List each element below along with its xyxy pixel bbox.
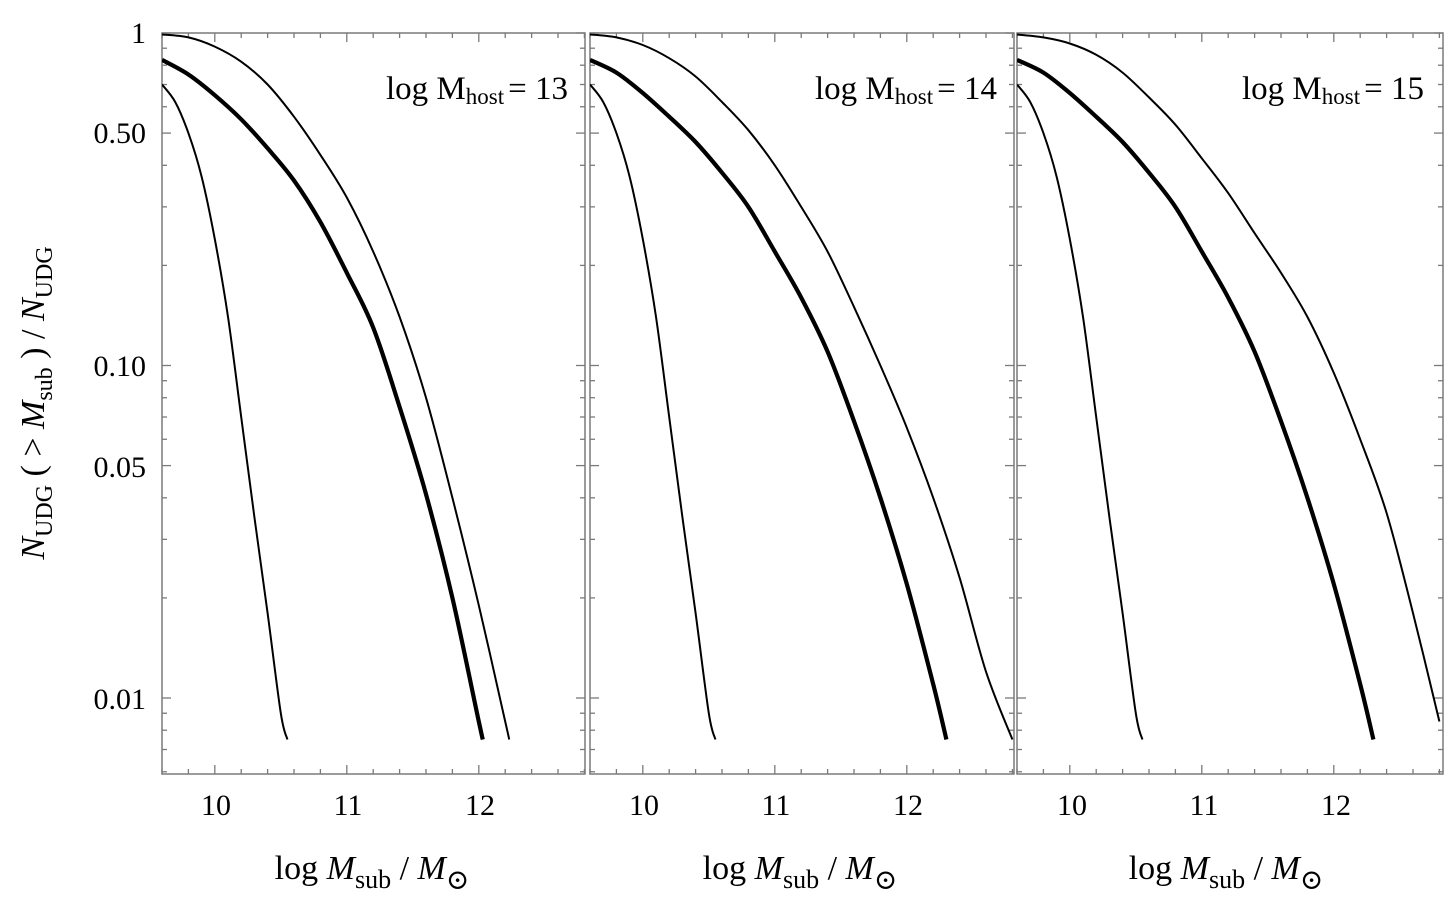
panel-mhost-label: log Mhost = 14 <box>815 71 997 109</box>
x-tick-label: 12 <box>1321 789 1351 822</box>
x-tick-label: 10 <box>201 789 231 822</box>
panel-frame <box>1016 32 1444 775</box>
y-tick-label: 0.05 <box>94 451 147 484</box>
bound-curve <box>1017 83 1144 740</box>
panel-curves <box>1017 33 1441 740</box>
x-tick-label: 10 <box>1057 789 1087 822</box>
panel-mhost-label: log Mhost = 15 <box>1242 71 1424 109</box>
panel-ticks <box>161 32 586 774</box>
panel-curves <box>590 33 1014 740</box>
x-axis-title: log Msub / M⊙ <box>1129 850 1324 896</box>
median-curve <box>1017 57 1376 740</box>
x-axis-title: log Msub / M⊙ <box>703 850 898 896</box>
y-tick-label: 0.50 <box>94 117 147 150</box>
x-tick-label: 11 <box>1190 789 1219 822</box>
x-tick-label: 10 <box>629 789 659 822</box>
x-tick-label: 12 <box>465 789 495 822</box>
panel-log-mhost-13: log Mhost = 13 10 11 12 log Msub / M⊙ <box>161 32 586 896</box>
panel-ticks <box>589 32 1014 774</box>
bound-curve <box>162 83 289 740</box>
bound-curve <box>1017 33 1441 722</box>
bound-curve <box>590 33 1014 740</box>
x-tick-label: 11 <box>762 789 791 822</box>
panel-curves <box>162 33 511 741</box>
y-tick-label: 0.10 <box>94 350 147 383</box>
x-tick-labels: 10 11 12 <box>201 789 495 822</box>
panel-log-mhost-14: log Mhost = 14 10 11 12 log Msub / M⊙ <box>589 32 1015 896</box>
y-tick-label: 1 <box>131 17 146 50</box>
panel-log-mhost-15: log Mhost = 15 10 11 12 log Msub / M⊙ <box>1016 32 1444 896</box>
x-tick-label: 12 <box>893 789 923 822</box>
panel-frame <box>161 32 586 775</box>
y-axis-title: NUDG ( > Msub ) / NUDG <box>15 246 58 560</box>
x-axis-title: log Msub / M⊙ <box>275 850 470 896</box>
bound-curve <box>590 83 717 740</box>
panel-frame <box>589 32 1015 775</box>
bound-curve <box>162 33 511 740</box>
x-tick-label: 11 <box>334 789 363 822</box>
median-curve <box>590 57 949 740</box>
panel-ticks <box>1016 32 1443 774</box>
y-tick-labels: 1 0.50 0.10 0.05 0.01 <box>94 17 147 716</box>
median-curve <box>162 58 485 741</box>
x-tick-labels: 10 11 12 <box>1057 789 1351 822</box>
y-tick-label: 0.01 <box>94 683 147 716</box>
x-tick-labels: 10 11 12 <box>629 789 923 822</box>
panel-mhost-label: log Mhost = 13 <box>386 71 568 109</box>
